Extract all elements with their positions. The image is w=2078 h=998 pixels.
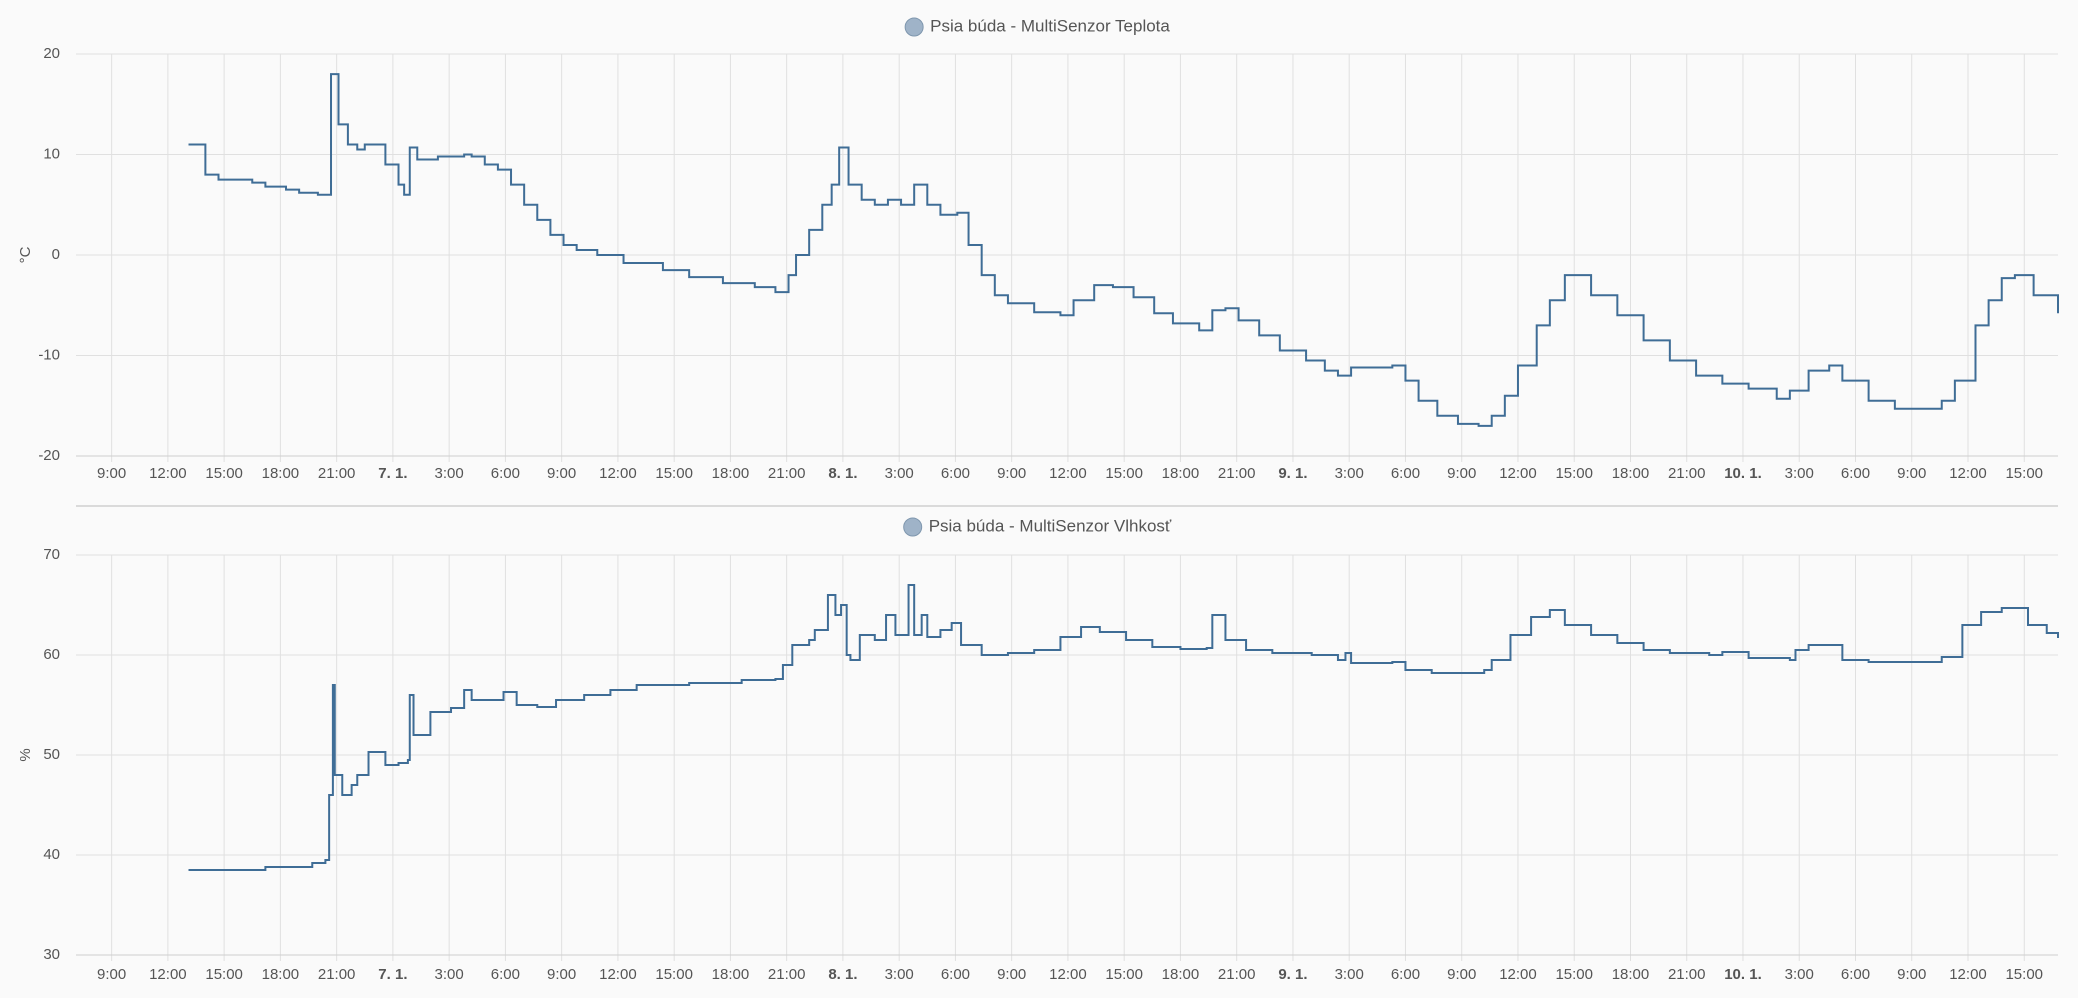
x-tick-label: 21:00 xyxy=(1218,465,1256,482)
x-tick-label: 18:00 xyxy=(1162,966,1200,983)
y-axis-label: °C xyxy=(17,246,34,263)
x-tick-label: 6:00 xyxy=(941,465,970,482)
x-tick-label: 21:00 xyxy=(1218,966,1256,983)
x-tick-label: 12:00 xyxy=(1949,966,1987,983)
y-tick-label: 70 xyxy=(43,546,60,563)
x-tick-label: 9:00 xyxy=(97,465,126,482)
series-line xyxy=(188,584,2059,871)
x-tick-label: 12:00 xyxy=(149,465,187,482)
legend-dot xyxy=(904,17,924,37)
x-tick-label: 21:00 xyxy=(318,966,356,983)
x-tick-label: 3:00 xyxy=(885,465,914,482)
x-tick-label: 12:00 xyxy=(149,966,187,983)
x-tick-label: 12:00 xyxy=(1049,966,1087,983)
y-axis-label: % xyxy=(17,748,34,761)
y-tick-label: 10 xyxy=(43,145,60,162)
x-tick-label: 15:00 xyxy=(1555,465,1593,482)
x-tick-label: 15:00 xyxy=(1105,966,1143,983)
x-tick-label: 3:00 xyxy=(1785,465,1814,482)
y-tick-label: 60 xyxy=(43,646,60,663)
x-tick-label: 9:00 xyxy=(1897,465,1926,482)
x-tick-label: 12:00 xyxy=(599,966,637,983)
x-tick-label: 15:00 xyxy=(205,465,243,482)
x-tick-label: 9. 1. xyxy=(1278,966,1307,983)
x-tick-label: 15:00 xyxy=(655,465,693,482)
x-tick-label: 10. 1. xyxy=(1724,465,1762,482)
x-tick-label: 6:00 xyxy=(1391,465,1420,482)
series-line xyxy=(188,73,2059,427)
x-tick-label: 18:00 xyxy=(712,465,750,482)
x-tick-label: 3:00 xyxy=(1335,465,1364,482)
x-tick-label: 18:00 xyxy=(1162,465,1200,482)
x-tick-label: 6:00 xyxy=(491,966,520,983)
x-tick-label: 7. 1. xyxy=(378,465,407,482)
x-tick-label: 12:00 xyxy=(1949,465,1987,482)
chart-title: Psia búda - MultiSenzor Teplota xyxy=(930,16,1170,35)
x-tick-label: 12:00 xyxy=(1499,966,1537,983)
x-tick-label: 8. 1. xyxy=(828,966,857,983)
x-tick-label: 21:00 xyxy=(768,966,806,983)
x-tick-label: 12:00 xyxy=(1499,465,1537,482)
x-tick-label: 21:00 xyxy=(768,465,806,482)
x-tick-label: 9:00 xyxy=(997,966,1026,983)
x-tick-label: 6:00 xyxy=(491,465,520,482)
x-tick-label: 9:00 xyxy=(97,966,126,983)
x-tick-label: 15:00 xyxy=(655,966,693,983)
y-tick-label: 50 xyxy=(43,746,60,763)
x-tick-label: 9. 1. xyxy=(1278,465,1307,482)
x-tick-label: 9:00 xyxy=(547,966,576,983)
x-tick-label: 8. 1. xyxy=(828,465,857,482)
x-tick-label: 21:00 xyxy=(318,465,356,482)
x-tick-label: 9:00 xyxy=(1897,966,1926,983)
y-tick-label: 20 xyxy=(43,45,60,62)
y-tick-label: 30 xyxy=(43,946,60,963)
x-tick-label: 6:00 xyxy=(1841,465,1870,482)
y-tick-label: 40 xyxy=(43,846,60,863)
chart-title: Psia búda - MultiSenzor Vlhkosť xyxy=(929,516,1172,535)
legend-dot xyxy=(903,517,923,537)
x-tick-label: 12:00 xyxy=(599,465,637,482)
y-tick-label: -20 xyxy=(38,447,60,464)
x-tick-label: 15:00 xyxy=(205,966,243,983)
x-tick-label: 18:00 xyxy=(262,465,300,482)
x-tick-label: 21:00 xyxy=(1668,966,1706,983)
x-tick-label: 3:00 xyxy=(885,966,914,983)
x-tick-label: 3:00 xyxy=(1335,966,1364,983)
x-tick-label: 6:00 xyxy=(941,966,970,983)
x-tick-label: 6:00 xyxy=(1391,966,1420,983)
x-tick-label: 3:00 xyxy=(435,465,464,482)
x-tick-label: 18:00 xyxy=(712,966,750,983)
y-tick-label: -10 xyxy=(38,346,60,363)
x-tick-label: 6:00 xyxy=(1841,966,1870,983)
x-tick-label: 9:00 xyxy=(1447,465,1476,482)
x-tick-label: 18:00 xyxy=(1612,465,1650,482)
x-tick-label: 3:00 xyxy=(1785,966,1814,983)
x-tick-label: 3:00 xyxy=(435,966,464,983)
x-tick-label: 21:00 xyxy=(1668,465,1706,482)
x-tick-label: 15:00 xyxy=(1105,465,1143,482)
x-tick-label: 7. 1. xyxy=(378,966,407,983)
x-tick-label: 15:00 xyxy=(1555,966,1593,983)
x-tick-label: 18:00 xyxy=(262,966,300,983)
x-tick-label: 18:00 xyxy=(1612,966,1650,983)
x-tick-label: 15:00 xyxy=(2005,465,2043,482)
y-tick-label: 0 xyxy=(52,246,60,263)
x-tick-label: 15:00 xyxy=(2005,966,2043,983)
x-tick-label: 9:00 xyxy=(997,465,1026,482)
x-tick-label: 12:00 xyxy=(1049,465,1087,482)
x-tick-label: 9:00 xyxy=(1447,966,1476,983)
x-tick-label: 9:00 xyxy=(547,465,576,482)
x-tick-label: 10. 1. xyxy=(1724,966,1762,983)
